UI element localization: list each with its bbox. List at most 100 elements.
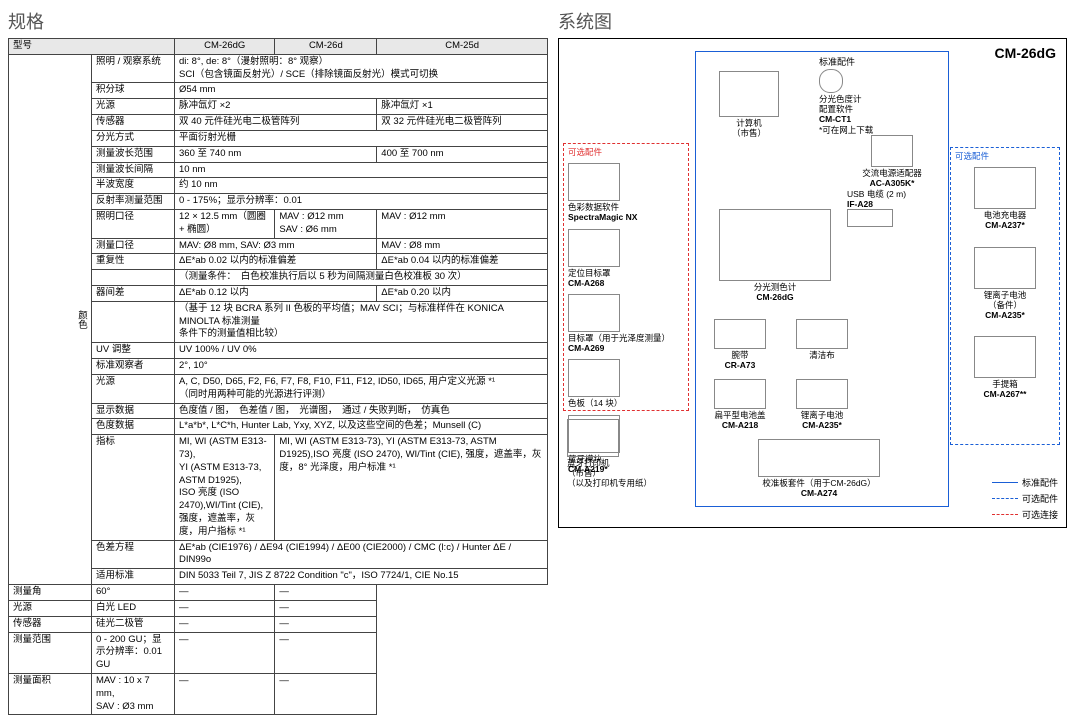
row-label: 半波宽度 [92, 178, 175, 194]
opt4-item: 手提箱CM-A267** [955, 336, 1055, 399]
row-label: 重复性 [92, 254, 175, 270]
cell: A, C, D50, D65, F2, F6, F7, F8, F10, F11… [175, 374, 548, 403]
ac-l2: AC-A305K* [847, 178, 937, 188]
leg-opt: 可选配件 [1022, 492, 1058, 505]
cell: ΔE*ab 0.02 以内的标准偏差 [175, 254, 377, 270]
cell: MAV : Ø12 mm [377, 209, 548, 238]
opt4-item: 电池充电器CM-A237* [955, 167, 1055, 230]
opt-l1: 目标罩（用于光泽度测量） [568, 333, 684, 343]
opt-item: 色彩数据软件SpectraMagic NX [568, 163, 684, 222]
spec-title: 规格 [8, 8, 548, 34]
cell: 12 × 12.5 mm（圆圈 + 椭圆） [175, 209, 275, 238]
diagram-title: 系统图 [558, 8, 1067, 34]
spec-row: 测量范围0 - 200 GU；显示分辨率：0.01 GU—— [9, 632, 548, 673]
cell: — [175, 585, 275, 601]
cell: MAV : 10 x 7 mm, SAV : Ø3 mm [92, 673, 175, 714]
cell: 0 - 175%；显示分辨率：0.01 [175, 194, 548, 210]
cell: MAV: Ø8 mm, SAV: Ø3 mm [175, 238, 377, 254]
cell: （测量条件： 白色校准执行后以 5 秒为间隔测量白色校准板 30 次） [175, 270, 548, 286]
cell: ΔE*ab 0.20 以内 [377, 286, 548, 302]
opt-head: 可选配件 [568, 147, 684, 157]
header-row: 型号 CM-26dG CM-26d CM-25d [9, 39, 548, 55]
opt-l2: CM-A269 [568, 343, 684, 353]
cell: MAV : Ø8 mm [377, 238, 548, 254]
row-label [92, 301, 175, 342]
hdr-c3: CM-25d [377, 39, 548, 55]
std-label: 标准配件 [819, 55, 855, 68]
strap-icon [714, 319, 766, 349]
cell: 10 nm [175, 162, 548, 178]
cell: MAV : Ø12 mm SAV : Ø6 mm [275, 209, 377, 238]
config-sw: 分光色度计 配置软件 CM-CT1 *可在网上下载 [819, 69, 939, 135]
cfg-l1: 分光色度计 配置软件 [819, 94, 939, 114]
opt4-l2: CM-A267** [955, 389, 1055, 399]
leg-conn: 可选连接 [1022, 508, 1058, 521]
ac-adapter: 交流电源适配器 AC-A305K* [847, 135, 937, 188]
usb-cable: USB 电缆 (2 m) IF-A28 [847, 189, 937, 228]
opt-icon [568, 229, 620, 267]
cell: 脉冲氙灯 ×1 [377, 99, 548, 115]
opt4-l1: 手提箱 [955, 379, 1055, 389]
cal-icon [758, 439, 880, 477]
cell: — [275, 673, 377, 714]
ac-l1: 交流电源适配器 [847, 168, 937, 178]
cal-l2: CM-A274 [709, 488, 929, 498]
model-name: CM-26dG [995, 45, 1056, 61]
cloth-icon [796, 319, 848, 349]
cell: — [275, 616, 377, 632]
row-label: 传感器 [92, 115, 175, 131]
cal-l1: 校准板套件（用于CM-26dG） [709, 478, 929, 488]
row-label: 测量范围 [9, 632, 92, 673]
hdr-model: 型号 [9, 39, 175, 55]
row-label: UV 调整 [92, 343, 175, 359]
cell: 60° [92, 585, 175, 601]
ac-icon [871, 135, 913, 167]
cell: — [275, 585, 377, 601]
cell: — [175, 616, 275, 632]
opt-item: 色板（14 块） [568, 359, 684, 408]
cell: MI, WI (ASTM E313-73), YI (ASTM E313-73,… [175, 435, 275, 541]
batt-l2: CM-A235* [787, 420, 857, 430]
spec-row: 传感器硅光二极管—— [9, 616, 548, 632]
row-label: 显示数据 [92, 403, 175, 419]
battery-icon [796, 379, 848, 409]
cell: 0 - 200 GU；显示分辨率：0.01 GU [92, 632, 175, 673]
instrument-l1: 分光测色计 [715, 282, 835, 292]
cell: ΔE*ab (CIE1976) / ΔE94 (CIE1994) / ΔE00 … [175, 540, 548, 569]
cell: MI, WI (ASTM E313-73), YI (ASTM E313-73,… [275, 435, 548, 541]
cell: 色度值 / 图， 色差值 / 图， 光谱图， 通过 / 失败判断， 仿真色 [175, 403, 548, 419]
batt-l1: 锂离子电池 [787, 410, 857, 420]
opt4-l1: 电池充电器 [955, 210, 1055, 220]
opt-l2: SpectraMagic NX [568, 212, 684, 222]
cell: di: 8°, de: 8°（漫射照明：8° 观察） SCI（包含镜面反射光）/… [175, 54, 548, 83]
opt-item: 目标罩（用于光泽度测量）CM-A269 [568, 294, 684, 353]
opt-icon [568, 163, 620, 201]
system-diagram: CM-26dG 可选配件 色彩数据软件SpectraMagic NX 定位目标罩C… [558, 38, 1067, 528]
battery: 锂离子电池 CM-A235* [787, 379, 857, 430]
instrument-icon [719, 209, 831, 281]
opt-right-head: 可选配件 [955, 151, 1055, 161]
opt-item: 定位目标罩CM-A268 [568, 229, 684, 288]
cell: （基于 12 块 BCRA 系列 II 色板的平均值；MAV SCI；与标准样件… [175, 301, 548, 342]
opt-l2: CM-A268 [568, 278, 684, 288]
usb-l1: USB 电缆 (2 m) [847, 189, 937, 199]
cell: DIN 5033 Teil 7, JIS Z 8722 Condition "c… [175, 569, 548, 585]
cover-l2: CM-A218 [705, 420, 775, 430]
row-label: 分光方式 [92, 130, 175, 146]
row-label: 积分球 [92, 83, 175, 99]
opt4-icon [974, 336, 1036, 378]
row-label: 测量口径 [92, 238, 175, 254]
instrument: 分光测色计 CM-26dG [715, 209, 835, 302]
row-label: 指标 [92, 435, 175, 541]
opt4-item: 锂离子电池 （备件）CM-A235* [955, 247, 1055, 321]
opt-l1: 色彩数据软件 [568, 202, 684, 212]
cell: 脉冲氙灯 ×2 [175, 99, 377, 115]
cd-icon [819, 69, 843, 93]
group-label: 颜色 [9, 54, 92, 584]
row-label [92, 270, 175, 286]
row-label: 色差方程 [92, 540, 175, 569]
cell: 约 10 nm [175, 178, 548, 194]
spec-row: 颜色照明 / 观察系统di: 8°, de: 8°（漫射照明：8° 观察） SC… [9, 54, 548, 83]
cell: Ø54 mm [175, 83, 548, 99]
hdr-c2: CM-26d [275, 39, 377, 55]
